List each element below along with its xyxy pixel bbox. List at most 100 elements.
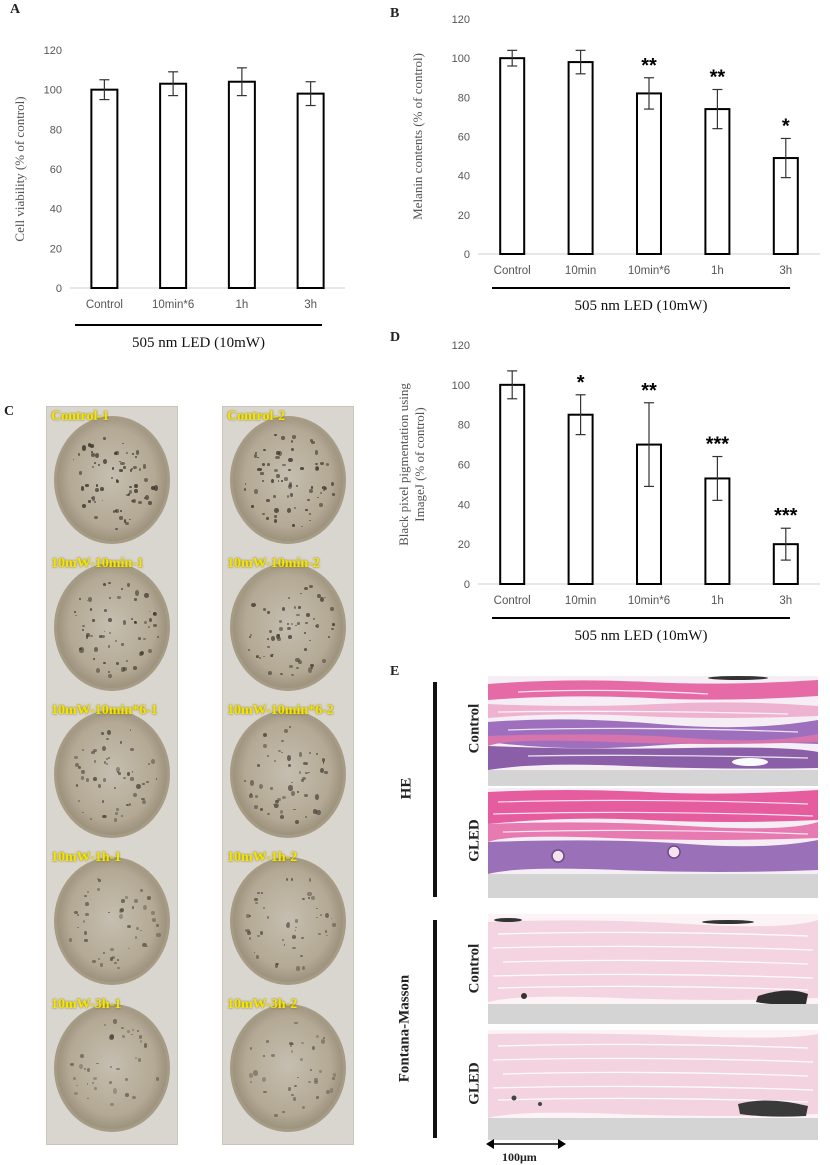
dish-photo: 10mW-10min*6-1 bbox=[47, 701, 177, 848]
dish-label: Control-1 bbox=[51, 409, 110, 424]
dish-label: 10mW-1h-2 bbox=[227, 850, 298, 865]
y-tick-label: 80 bbox=[50, 124, 62, 136]
culture-dish bbox=[230, 1004, 346, 1132]
culture-dish bbox=[230, 710, 346, 838]
row-label-he-control: Control bbox=[466, 703, 483, 754]
dish-photo: 10mW-3h-1 bbox=[47, 995, 177, 1142]
x-tick-label: 10min*6 bbox=[628, 265, 670, 277]
significance-marker: ** bbox=[641, 380, 657, 402]
dish-photo: 10mW-10min-1 bbox=[47, 554, 177, 701]
y-tick-label: 40 bbox=[458, 171, 470, 183]
y-axis-label: Cell viability (% of control) bbox=[12, 96, 27, 241]
fm-gled-image bbox=[488, 1030, 818, 1140]
dish-label: 10mW-1h-1 bbox=[51, 850, 122, 865]
dish-label: 10mW-10min*6-2 bbox=[227, 703, 334, 718]
x-tick-label: Control bbox=[86, 299, 123, 311]
fontana-masson-group-bar bbox=[433, 920, 437, 1138]
culture-dish bbox=[230, 416, 346, 544]
chart-a: 0 20 40 60 80 100 120 Control 10min*6 1h 3h 505 nm … bbox=[12, 45, 345, 351]
he-group-label: HE bbox=[398, 777, 415, 800]
panel-letter-b: B bbox=[390, 6, 400, 21]
y-tick-label: 80 bbox=[458, 92, 470, 104]
x-tick-label: 3h bbox=[304, 299, 317, 311]
x-axis-label: 505 nm LED (10mW) bbox=[575, 628, 708, 644]
dish-photo: Control-2 bbox=[223, 407, 353, 554]
fontana-masson-group-label: Fontana-Masson bbox=[396, 974, 413, 1083]
dish-photo: Control-1 bbox=[47, 407, 177, 554]
bar bbox=[296, 92, 325, 289]
culture-dish bbox=[230, 857, 346, 985]
bar bbox=[90, 88, 119, 289]
y-tick-label: 0 bbox=[464, 579, 470, 591]
culture-dish bbox=[54, 416, 170, 544]
y-tick-label: 60 bbox=[50, 164, 62, 176]
he-gled-image bbox=[488, 788, 818, 898]
bar bbox=[499, 383, 526, 586]
significance-marker: * bbox=[577, 372, 585, 394]
x-tick-label: 1h bbox=[235, 299, 248, 311]
x-tick-label: Control bbox=[494, 595, 531, 607]
y-tick-label: 40 bbox=[50, 204, 62, 216]
significance-marker: *** bbox=[706, 434, 730, 456]
y-tick-label: 60 bbox=[458, 132, 470, 144]
dish-label: 10mW-10min-1 bbox=[51, 556, 144, 571]
x-tick-label: 3h bbox=[779, 265, 792, 277]
x-tick-label: 10min bbox=[565, 265, 596, 277]
bar bbox=[227, 80, 256, 289]
scale-bar-arrow bbox=[486, 1139, 566, 1149]
y-tick-label: 120 bbox=[452, 340, 470, 352]
fm-control-image bbox=[488, 914, 818, 1024]
x-axis-label: 505 nm LED (10mW) bbox=[132, 335, 265, 351]
culture-dish bbox=[54, 710, 170, 838]
bar bbox=[567, 61, 594, 256]
y-tick-label: 20 bbox=[50, 243, 62, 255]
y-axis-label: Melanin contents (% of control) bbox=[410, 53, 425, 220]
significance-marker: *** bbox=[774, 505, 798, 527]
dish-photo: 10mW-3h-2 bbox=[223, 995, 353, 1142]
row-label-he-gled: GLED bbox=[466, 819, 483, 862]
x-tick-label: 1h bbox=[711, 595, 724, 607]
x-tick-label: 10min*6 bbox=[628, 595, 670, 607]
dish-label: 10mW-10min*6-1 bbox=[51, 703, 158, 718]
he-group-bar bbox=[433, 682, 437, 897]
significance-marker: ** bbox=[641, 55, 657, 77]
significance-marker: ** bbox=[710, 67, 726, 89]
panel-letter-a: A bbox=[10, 2, 21, 17]
chart-d: 0 20 40 60 80 100 120 Control 10min * 10min*6 ** 1h *… bbox=[396, 340, 820, 644]
he-control-image bbox=[488, 676, 818, 786]
culture-dish bbox=[54, 563, 170, 691]
dish-column-left: Control-1 10mW-10min-1 10mW-10min*6-1 10mW-… bbox=[46, 406, 178, 1145]
x-tick-label: 1h bbox=[711, 265, 724, 277]
culture-dish bbox=[54, 1004, 170, 1132]
y-tick-label: 100 bbox=[452, 380, 470, 392]
y-tick-label: 0 bbox=[464, 249, 470, 261]
x-tick-label: Control bbox=[494, 265, 531, 277]
dish-label: 10mW-3h-1 bbox=[51, 997, 122, 1012]
dish-label: 10mW-10min-2 bbox=[227, 556, 320, 571]
dish-photo: 10mW-10min*6-2 bbox=[223, 701, 353, 848]
y-tick-label: 60 bbox=[458, 460, 470, 472]
bar bbox=[704, 108, 731, 256]
x-tick-label: 10min*6 bbox=[152, 299, 194, 311]
x-tick-label: 3h bbox=[779, 595, 792, 607]
panel-letter-d: D bbox=[390, 330, 401, 345]
y-tick-label: 20 bbox=[458, 210, 470, 222]
y-tick-label: 100 bbox=[452, 53, 470, 65]
y-axis-label: Black pixel pigmentation usingImageJ (% … bbox=[396, 383, 427, 546]
dish-column-right: Control-2 10mW-10min-2 10mW-10min*6-2 10mW-… bbox=[222, 406, 354, 1145]
significance-marker: * bbox=[782, 115, 790, 137]
bar bbox=[159, 82, 188, 290]
y-tick-label: 100 bbox=[44, 85, 62, 97]
culture-dish bbox=[230, 563, 346, 691]
dish-photo: 10mW-10min-2 bbox=[223, 554, 353, 701]
panel-letter-e: E bbox=[390, 664, 400, 679]
dish-label: Control-2 bbox=[227, 409, 286, 424]
dish-photo: 10mW-1h-1 bbox=[47, 848, 177, 995]
dish-label: 10mW-3h-2 bbox=[227, 997, 298, 1012]
x-axis-label: 505 nm LED (10mW) bbox=[575, 298, 708, 314]
culture-dish bbox=[54, 857, 170, 985]
y-tick-label: 20 bbox=[458, 539, 470, 551]
bar bbox=[636, 92, 662, 255]
y-tick-label: 0 bbox=[56, 283, 62, 295]
